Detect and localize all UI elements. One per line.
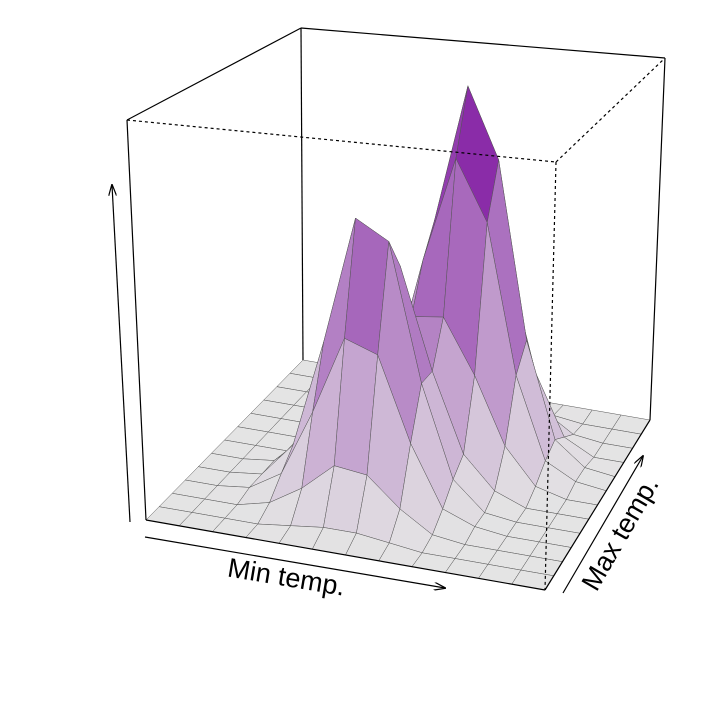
box-edge (126, 119, 147, 521)
box-edge (300, 27, 666, 59)
box-edge (544, 161, 557, 591)
x-axis-arrow (144, 536, 445, 588)
box-edge (126, 27, 302, 121)
box-edge (126, 119, 557, 163)
box-edge (544, 419, 651, 591)
box-back (126, 27, 666, 521)
x-axis-label: Min temp. (226, 553, 348, 602)
box-edge (649, 57, 666, 421)
y-axis-arrow (562, 456, 643, 594)
box-edge (555, 57, 666, 163)
surface (145, 85, 651, 591)
box-edge (145, 519, 546, 591)
z-axis-arrow (112, 185, 131, 523)
box-edge (300, 27, 304, 361)
box-front (126, 57, 666, 591)
